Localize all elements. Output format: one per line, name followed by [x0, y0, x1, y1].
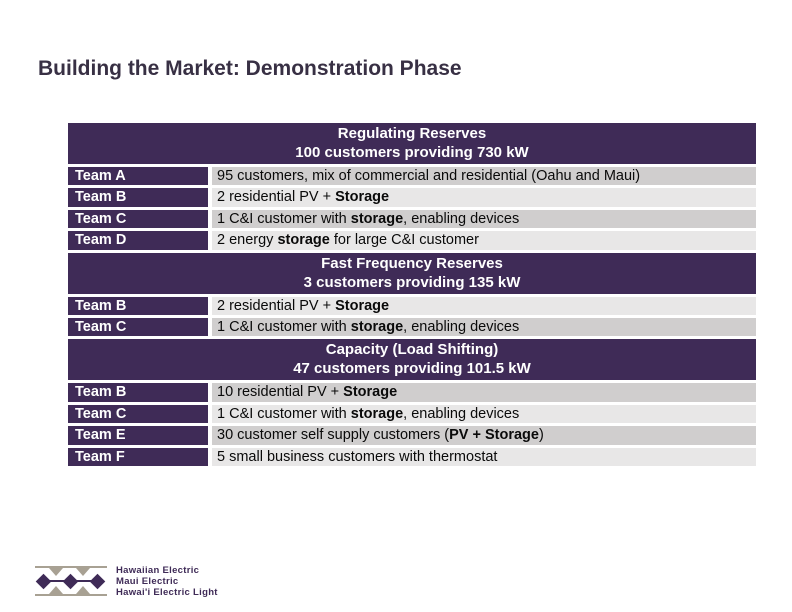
- description-segment: 1 C&I customer with: [217, 210, 351, 227]
- team-cell: Team C: [68, 209, 208, 229]
- logo-company-names: Hawaiian Electric Maui Electric Hawai'i …: [116, 565, 218, 598]
- section-subtitle: 47 customers providing 101.5 kW: [293, 360, 531, 378]
- description-bold-segment: storage: [277, 232, 330, 249]
- team-cell: Team B: [68, 296, 208, 315]
- description-segment: 2 residential PV +: [217, 297, 336, 314]
- description-cell: 95 customers, mix of commercial and resi…: [212, 167, 756, 186]
- description-cell: 30 customer self supply customers (PV + …: [212, 426, 756, 445]
- table-row: Team E 30 customer self supply customers …: [68, 426, 756, 445]
- section-subtitle: 100 customers providing 730 kW: [295, 144, 529, 161]
- description-cell: 1 C&I customer with storage, enabling de…: [212, 317, 756, 337]
- section-header-row: Regulating Reserves 100 customers providi…: [68, 123, 756, 164]
- description-segment: 5 small business customers with thermost…: [217, 448, 498, 465]
- description-cell: 1 C&I customer with storage, enabling de…: [212, 404, 756, 424]
- description-cell: 1 C&I customer with storage, enabling de…: [212, 209, 756, 229]
- description-bold-segment: PV + Storage: [449, 427, 539, 444]
- team-cell: Team C: [68, 404, 208, 424]
- section-title: Capacity (Load Shifting): [325, 341, 499, 359]
- team-cell: Team B: [68, 383, 208, 402]
- demonstration-phase-table: Regulating Reserves 100 customers providi…: [68, 123, 756, 469]
- description-cell: 2 energy storage for large C&I customer: [212, 231, 756, 250]
- page-title: Building the Market: Demonstration Phase: [38, 57, 462, 80]
- team-cell: Team B: [68, 188, 208, 207]
- description-bold-segment: Storage: [335, 189, 390, 206]
- logo-bottom-line: [35, 594, 107, 596]
- description-bold-segment: storage: [350, 318, 404, 335]
- logo-line-maui-electric: Maui Electric: [116, 575, 179, 587]
- description-segment: , enabling devices: [403, 405, 520, 422]
- logo-triangle-icon: [76, 586, 90, 594]
- logo-triangle-icon: [49, 586, 63, 594]
- team-cell: Team A: [68, 167, 208, 186]
- team-cell: Team E: [68, 426, 208, 445]
- section-subtitle: 3 customers providing 135 kW: [303, 273, 521, 291]
- table-row: Team F 5 small business customers with th…: [68, 447, 756, 466]
- description-cell: 10 residential PV + Storage: [212, 383, 756, 402]
- description-cell: 2 residential PV + Storage: [212, 296, 756, 315]
- hawaiian-electric-logo: Hawaiian Electric Maui Electric Hawai'i …: [35, 562, 218, 600]
- logo-triangle-icon: [49, 568, 63, 576]
- description-segment: 1 C&I customer with: [217, 318, 351, 335]
- team-cell: Team D: [68, 231, 208, 250]
- logo-diamond-band-icon: [35, 562, 107, 600]
- description-segment: 2 residential PV +: [217, 189, 336, 206]
- section-header-row: Capacity (Load Shifting) 47 customers pro…: [68, 339, 756, 381]
- team-cell: Team F: [68, 447, 208, 466]
- description-segment: 10 residential PV +: [217, 384, 344, 401]
- description-bold-segment: Storage: [343, 384, 398, 401]
- description-segment: , enabling devices: [403, 318, 520, 335]
- section-title: Regulating Reserves: [337, 125, 487, 142]
- logo-top-line: [35, 566, 107, 568]
- table-row: Team A 95 customers, mix of commercial an…: [68, 167, 756, 186]
- section-title: Fast Frequency Reserves: [321, 254, 503, 272]
- description-segment: ): [538, 427, 544, 444]
- logo-triangle-icon: [76, 568, 90, 576]
- team-cell: Team C: [68, 317, 208, 337]
- logo-diamond-icon: [89, 573, 106, 589]
- table-row: Team B 10 residential PV + Storage: [68, 383, 756, 402]
- description-segment: 2 energy: [217, 232, 278, 249]
- description-segment: , enabling devices: [403, 210, 520, 227]
- description-segment: 30 customer self supply customers (: [217, 427, 450, 444]
- description-cell: 2 residential PV + Storage: [212, 188, 756, 207]
- description-bold-segment: storage: [350, 210, 404, 227]
- description-bold-segment: storage: [350, 405, 404, 422]
- description-segment: 95 customers, mix of commercial and resi…: [217, 168, 641, 184]
- logo-line-hawaiian-electric: Hawaiian Electric: [116, 564, 200, 576]
- description-bold-segment: Storage: [335, 297, 390, 314]
- section-header-row: Fast Frequency Reserves 3 customers provi…: [68, 252, 756, 294]
- logo-line-hawaii-electric-light: Hawai'i Electric Light: [116, 586, 218, 598]
- description-segment: for large C&I customer: [329, 232, 479, 249]
- description-cell: 5 small business customers with thermost…: [212, 447, 756, 466]
- description-segment: 1 C&I customer with: [217, 405, 351, 422]
